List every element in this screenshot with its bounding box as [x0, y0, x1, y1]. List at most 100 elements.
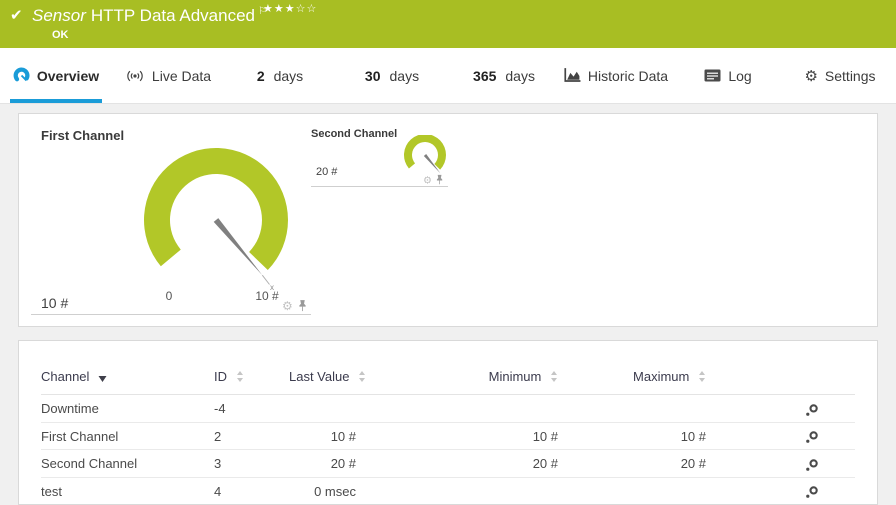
tab-historic-data[interactable]: Historic Data	[560, 48, 672, 103]
sort-both-icon	[551, 371, 557, 382]
table-header-row: Channel ID Last Value	[41, 361, 855, 395]
sort-desc-icon	[98, 376, 107, 382]
column-header-last-value[interactable]: Last Value	[289, 361, 366, 395]
tab-2-days[interactable]: 2 days	[224, 48, 336, 103]
column-header-actions	[706, 361, 855, 395]
stars-filled: ★★★	[263, 3, 296, 15]
channel-settings-icon[interactable]	[805, 458, 819, 472]
tab-label: days	[273, 67, 304, 84]
first-channel-gauge[interactable]: x 0 10 #	[136, 145, 296, 307]
tab-label: Live Data	[151, 67, 212, 84]
channel-actions-cell	[706, 477, 855, 504]
tab-log[interactable]: Log	[672, 48, 784, 103]
table-row[interactable]: Downtime -4	[41, 394, 855, 423]
tab-live-data[interactable]: Live Data	[112, 48, 224, 103]
channel-minimum-cell	[356, 394, 558, 423]
channel-name-cell[interactable]: Downtime	[41, 394, 214, 423]
tab-bar: Overview Live Data 2 days 30 days 365 da…	[0, 48, 896, 104]
gauge-icon	[13, 67, 30, 82]
channel-last-value-cell: 20 #	[289, 449, 356, 478]
log-icon	[704, 69, 721, 82]
gauge-scale-max: 10 #	[255, 289, 279, 303]
tab-label: Overview	[36, 67, 100, 84]
channel-last-value-cell: 10 #	[289, 422, 356, 451]
tab-label: days	[389, 67, 420, 84]
channel-gear-icon[interactable]: ⚙	[282, 298, 293, 313]
channel-last-value-cell: 0 msec	[289, 477, 356, 504]
gauges-panel: First Channel x 0 10 # 10 # ⚙ Second Cha…	[18, 113, 878, 327]
second-channel-value: 20 #	[316, 166, 338, 178]
priority-stars[interactable]: ★★★☆☆	[263, 2, 317, 15]
stars-empty: ☆☆	[295, 3, 318, 15]
channel-name-cell[interactable]: First Channel	[41, 422, 214, 451]
table-row[interactable]: Second Channel 3 20 # 20 # 20 #	[41, 449, 855, 478]
channel-gear-icon[interactable]: ⚙	[423, 173, 433, 186]
channel-actions-cell	[706, 422, 855, 451]
channel-id-cell: -4	[214, 394, 289, 423]
channel-table-body: Downtime -4 First Channel 2 10 # 10 # 10…	[41, 394, 855, 504]
pin-icon[interactable]	[436, 174, 444, 185]
gauge-needle	[423, 154, 441, 174]
gauge-arc	[143, 148, 288, 271]
tab-settings[interactable]: ⚙ Settings	[784, 48, 896, 103]
column-header-id[interactable]: ID	[214, 361, 289, 395]
channel-maximum-cell	[558, 394, 706, 423]
channel-name-cell[interactable]: Second Channel	[41, 449, 214, 478]
channel-table: Channel ID Last Value	[41, 361, 855, 504]
tab-label: Historic Data	[587, 67, 669, 84]
channel-settings-icon[interactable]	[805, 485, 819, 499]
gauge-arc	[404, 135, 446, 170]
tab-overview[interactable]: Overview	[0, 48, 112, 103]
gauge-scale-min: 0	[166, 289, 173, 303]
tab-365-days[interactable]: 365 days	[448, 48, 560, 103]
overview-content: First Channel x 0 10 # 10 # ⚙ Second Cha…	[0, 104, 896, 505]
sort-both-icon	[699, 371, 705, 382]
table-row[interactable]: test 4 0 msec	[41, 477, 855, 504]
channel-table-panel: Channel ID Last Value	[18, 340, 878, 505]
channel-minimum-cell	[356, 477, 558, 504]
channel-actions-cell	[706, 449, 855, 478]
column-header-minimum[interactable]: Minimum	[356, 361, 558, 395]
channel-last-value-cell	[289, 394, 356, 423]
tab-label: Log	[728, 67, 752, 84]
priority-flag-icon[interactable]: ⚐	[257, 6, 267, 17]
tab-number: 2	[256, 67, 265, 84]
column-header-channel[interactable]: Channel	[41, 361, 214, 395]
sensor-status-header: ✔ Sensor HTTP Data Advanced ⚐ ★★★☆☆ OK	[0, 0, 896, 48]
sensor-title: Sensor HTTP Data Advanced ⚐	[32, 6, 267, 26]
tab-label: Settings	[824, 67, 876, 84]
ok-check-icon: ✔	[10, 7, 23, 24]
area-chart-icon	[564, 68, 581, 82]
second-channel-title: Second Channel	[311, 128, 398, 140]
channel-minimum-cell: 20 #	[356, 449, 558, 478]
channel-maximum-cell: 20 #	[558, 449, 706, 478]
channel-name-cell[interactable]: test	[41, 477, 214, 504]
first-channel-title: First Channel	[41, 128, 125, 143]
sort-both-icon	[359, 371, 366, 382]
broadcast-icon	[127, 70, 143, 81]
tab-number: 365	[473, 67, 497, 84]
needle-extension	[261, 274, 270, 285]
channel-maximum-cell	[558, 477, 706, 504]
first-channel-divider	[31, 314, 311, 315]
channel-id-cell: 3	[214, 449, 289, 478]
pin-icon[interactable]	[298, 299, 307, 312]
sort-both-icon	[236, 371, 243, 382]
channel-maximum-cell: 10 #	[558, 422, 706, 451]
column-header-maximum[interactable]: Maximum	[558, 361, 706, 395]
tab-30-days[interactable]: 30 days	[336, 48, 448, 103]
table-row[interactable]: First Channel 2 10 # 10 # 10 #	[41, 422, 855, 451]
first-channel-value: 10 #	[41, 295, 69, 311]
gauge-needle	[213, 218, 263, 276]
channel-actions-cell	[706, 394, 855, 423]
status-badge: OK	[52, 29, 69, 41]
channel-minimum-cell: 10 #	[356, 422, 558, 451]
channel-id-cell: 4	[214, 477, 289, 504]
channel-settings-icon[interactable]	[805, 430, 819, 444]
channel-settings-icon[interactable]	[805, 403, 819, 417]
tab-label: days	[505, 67, 535, 84]
channel-id-cell: 2	[214, 422, 289, 451]
second-channel-gauge[interactable]	[401, 135, 449, 179]
sensor-name: HTTP Data Advanced	[90, 6, 255, 25]
tab-number: 30	[364, 67, 381, 84]
